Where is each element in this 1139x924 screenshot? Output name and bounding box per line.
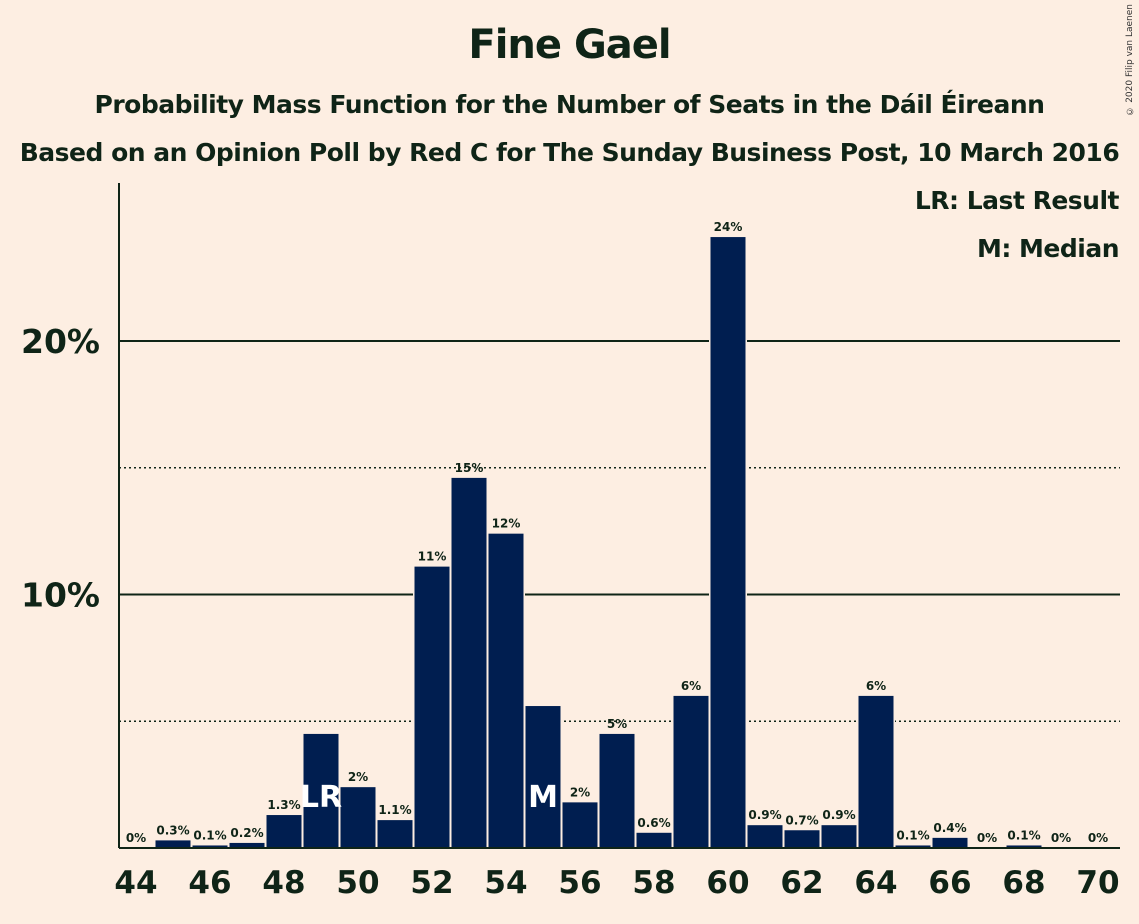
bar-51 (377, 820, 413, 848)
data-label-51: 1.1% (378, 803, 411, 817)
bar-49 (303, 733, 339, 848)
chart-subtitle-source: Based on an Opinion Poll by Red C for Th… (19, 138, 1120, 167)
bar-57 (599, 733, 635, 848)
bar-66 (932, 837, 968, 848)
x-tick-label: 64 (854, 865, 897, 901)
x-tick-label: 62 (780, 865, 823, 901)
bar-46 (192, 845, 228, 848)
marker-m: M (528, 780, 558, 815)
x-tick-label: 66 (928, 865, 971, 901)
y-tick-label: 10% (21, 576, 100, 615)
data-label-46: 0.1% (193, 828, 226, 842)
data-label-56: 2% (570, 785, 590, 799)
data-label-44: 0% (126, 831, 146, 845)
data-label-68: 0.1% (1007, 828, 1040, 842)
bar-48 (266, 815, 302, 848)
data-label-58: 0.6% (637, 816, 670, 830)
chart-subtitle: Probability Mass Function for the Number… (94, 90, 1045, 119)
data-label-54: 12% (492, 517, 521, 531)
bar-47 (229, 842, 265, 848)
data-label-50: 2% (348, 770, 368, 784)
data-label-52: 11% (418, 550, 447, 564)
bar-45 (155, 840, 191, 848)
data-label-67: 0% (977, 831, 997, 845)
data-label-66: 0.4% (933, 821, 966, 835)
bar-65 (895, 845, 931, 848)
legend-median: M: Median (976, 234, 1120, 263)
data-label-60: 24% (714, 220, 743, 234)
legend-last-result: LR: Last Result (914, 186, 1120, 215)
bar-50 (340, 787, 376, 848)
bar-53 (451, 477, 487, 848)
data-label-53: 15% (455, 461, 484, 475)
data-label-59: 6% (681, 679, 701, 693)
data-label-65: 0.1% (896, 828, 929, 842)
bar-61 (747, 825, 783, 848)
x-tick-label: 56 (558, 865, 601, 901)
marker-lr: LR (300, 780, 342, 815)
bar-63 (821, 825, 857, 848)
data-label-64: 6% (866, 679, 886, 693)
x-tick-label: 58 (632, 865, 675, 901)
bar-52 (414, 566, 450, 848)
x-tick-label: 54 (484, 865, 527, 901)
bar-68 (1006, 845, 1042, 848)
bar-54 (488, 533, 524, 848)
x-tick-label: 70 (1076, 865, 1119, 901)
bar-55 (525, 706, 561, 848)
x-tick-label: 68 (1002, 865, 1045, 901)
bar-60 (710, 237, 746, 848)
y-tick-label: 20% (21, 322, 100, 361)
x-tick-label: 52 (410, 865, 453, 901)
bar-58 (636, 832, 672, 848)
data-label-62: 0.7% (785, 813, 818, 827)
data-label-47: 0.2% (230, 826, 263, 840)
data-label-45: 0.3% (156, 823, 189, 837)
bar-56 (562, 802, 598, 848)
data-label-69: 0% (1051, 831, 1071, 845)
x-tick-label: 44 (114, 865, 157, 901)
x-tick-label: 48 (262, 865, 305, 901)
bar-59 (673, 695, 709, 848)
x-tick-label: 46 (188, 865, 231, 901)
chart-title: Fine Gael (468, 22, 671, 68)
data-label-61: 0.9% (748, 808, 781, 822)
data-label-57: 5% (607, 717, 627, 731)
data-label-70: 0% (1088, 831, 1108, 845)
data-label-63: 0.9% (822, 808, 855, 822)
data-label-48: 1.3% (267, 798, 300, 812)
x-tick-label: 50 (336, 865, 379, 901)
bar-62 (784, 830, 820, 848)
bar-64 (858, 695, 894, 848)
x-tick-label: 60 (706, 865, 749, 901)
